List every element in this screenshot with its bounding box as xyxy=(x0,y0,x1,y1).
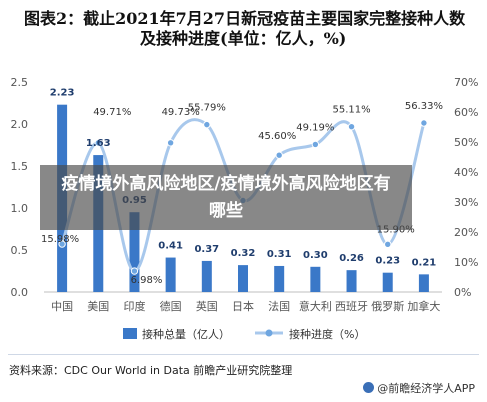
legend-bar-label: 接种总量（亿人） xyxy=(142,327,230,341)
x-category-label: 意大利 xyxy=(299,299,332,313)
x-category-label: 中国 xyxy=(51,300,73,313)
progress-point xyxy=(347,122,356,131)
bar-value-label: 0.23 xyxy=(375,256,400,267)
x-category-label: 德国 xyxy=(160,299,182,313)
bar xyxy=(346,270,357,292)
progress-value-label: 49.71% xyxy=(93,107,131,118)
bar-value-label: 0.21 xyxy=(412,257,437,268)
source-note: 资料来源：CDC Our World in Data 前瞻产业研究院整理 xyxy=(9,364,293,377)
legend-bar-swatch xyxy=(123,328,137,339)
bar-value-label: 0.30 xyxy=(303,250,328,261)
brand-text: @前瞻经济学人APP xyxy=(377,382,475,395)
progress-value-label: 6.98% xyxy=(131,275,163,286)
progress-point xyxy=(166,139,175,147)
y-right-tick-label: 0% xyxy=(454,286,471,299)
bar xyxy=(418,274,429,292)
y-right-tick-label: 50% xyxy=(454,136,478,149)
chart-title-line1: 图表2：截止2021年7月27日新冠疫苗主要国家完整接种人数 xyxy=(24,9,466,28)
x-category-label: 印度 xyxy=(123,299,145,313)
progress-value-label: 55.11% xyxy=(332,105,370,116)
progress-point xyxy=(275,151,283,159)
bar xyxy=(274,265,285,292)
x-category-label: 日本 xyxy=(232,299,254,313)
bar xyxy=(201,260,212,292)
bar xyxy=(382,272,393,292)
y-right-tick-label: 10% xyxy=(454,256,478,269)
x-category-label: 法国 xyxy=(268,299,290,313)
bar-value-label: 0.41 xyxy=(158,241,183,252)
legend-line-label: 接种进度（%） xyxy=(289,327,365,341)
progress-value-label: 45.60% xyxy=(258,131,296,142)
y-left-tick-label: 2.0 xyxy=(11,118,29,131)
bar-value-label: 0.32 xyxy=(231,248,256,259)
bar xyxy=(238,265,248,292)
bar-value-label: 0.26 xyxy=(339,253,364,264)
progress-point xyxy=(311,140,320,149)
progress-point xyxy=(203,120,211,129)
y-right-tick-label: 60% xyxy=(454,106,478,119)
progress-value-label: 49.73% xyxy=(162,107,200,118)
y-left-tick-label: 1.5 xyxy=(11,160,29,173)
progress-point xyxy=(58,240,66,248)
footer-divider xyxy=(8,354,479,355)
y-left-tick-label: 0.5 xyxy=(11,244,29,257)
progress-point xyxy=(130,267,139,275)
legend-line-marker xyxy=(265,329,273,337)
brand-label: @前瞻经济学人APP xyxy=(363,380,475,396)
y-right-tick-label: 70% xyxy=(454,76,478,89)
bar-value-label: 0.31 xyxy=(267,249,292,260)
y-left-tick-label: 1.0 xyxy=(11,202,29,215)
y-left-tick-label: 0.0 xyxy=(11,286,29,299)
overlay-text: 疫情境外高风险地区/疫情境外高风险地区有哪些 xyxy=(61,174,391,221)
x-category-label: 美国 xyxy=(87,300,109,313)
bar xyxy=(165,257,176,292)
y-right-tick-label: 40% xyxy=(454,166,478,179)
progress-value-label: 55.79% xyxy=(188,103,226,114)
progress-point xyxy=(94,139,102,147)
y-right-tick-label: 20% xyxy=(454,226,478,239)
y-right-tick-label: 30% xyxy=(454,196,478,209)
progress-value-label: 49.19% xyxy=(296,122,334,133)
progress-point xyxy=(420,119,428,127)
bar-value-label: 1.63 xyxy=(86,138,111,149)
y-left-tick-label: 2.5 xyxy=(11,76,29,89)
x-category-label: 英国 xyxy=(196,299,218,313)
brand-logo-icon xyxy=(363,382,375,393)
x-category-label: 西班牙 xyxy=(335,300,368,313)
bar xyxy=(129,212,140,292)
chart-title: 图表2：截止2021年7月27日新冠疫苗主要国家完整接种人数 及接种进度(单位：… xyxy=(14,9,476,49)
bar-value-label: 2.23 xyxy=(50,88,75,99)
chart-title-line2: 及接种进度(单位：亿人，%) xyxy=(140,29,347,48)
x-category-label: 俄罗斯 xyxy=(371,300,404,313)
progress-point xyxy=(384,240,392,249)
x-category-label: 加拿大 xyxy=(407,299,440,313)
progress-value-label: 15.98% xyxy=(41,234,79,245)
progress-value-label: 56.33% xyxy=(405,101,443,112)
bar xyxy=(310,266,321,292)
bar-value-label: 0.37 xyxy=(194,244,219,255)
overlay-banner xyxy=(40,165,412,230)
